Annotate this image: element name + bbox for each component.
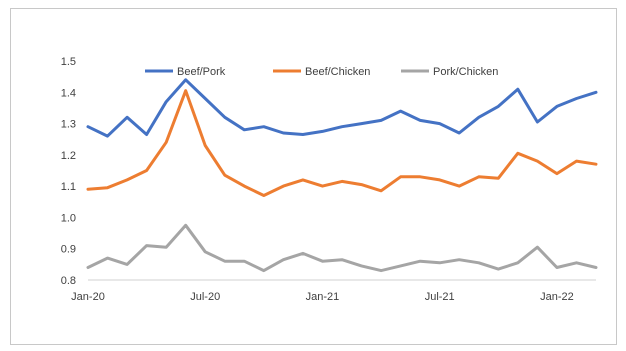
y-tick-label: 1.2 bbox=[61, 150, 76, 162]
legend: Beef/Pork Beef/Chicken Pork/Chicken bbox=[145, 66, 498, 78]
x-tick-label: Jan-20 bbox=[71, 291, 105, 303]
legend-label-beef-pork: Beef/Pork bbox=[177, 66, 226, 78]
legend-label-beef-chicken: Beef/Chicken bbox=[305, 66, 370, 78]
series-line-beef-chicken bbox=[86, 89, 598, 197]
x-tick-label: Jul-21 bbox=[425, 291, 455, 303]
y-tick-label: 0.8 bbox=[61, 275, 76, 287]
x-axis: Jan-20 Jul-20 Jan-21 Jul-21 Jan-22 bbox=[71, 279, 596, 303]
y-tick-label: 1.1 bbox=[61, 181, 76, 193]
y-axis: 0.8 0.9 1.0 1.1 1.2 1.3 1.4 1.5 bbox=[61, 56, 76, 287]
series-line-pork-chicken bbox=[86, 223, 598, 273]
y-tick-label: 0.9 bbox=[61, 244, 76, 256]
series-layer bbox=[86, 78, 598, 273]
y-tick-label: 1.3 bbox=[61, 119, 76, 131]
x-tick-label: Jul-20 bbox=[190, 291, 220, 303]
x-tick-label: Jan-21 bbox=[306, 291, 340, 303]
series-line-beef-pork bbox=[86, 78, 598, 138]
legend-label-pork-chicken: Pork/Chicken bbox=[433, 66, 498, 78]
x-tick-label: Jan-22 bbox=[540, 291, 574, 303]
y-tick-label: 1.5 bbox=[61, 56, 76, 68]
y-tick-label: 1.4 bbox=[61, 87, 76, 99]
y-tick-label: 1.0 bbox=[61, 212, 76, 224]
line-chart: 0.80.91.01.11.21.31.41.5 Jan-20 Jul-20 Jan… bbox=[61, 56, 598, 303]
chart-frame: 0.8 0.9 1.0 1.1 1.2 1.3 1.4 1.5 Jan-20 Jul-20 Jan… bbox=[10, 8, 617, 345]
